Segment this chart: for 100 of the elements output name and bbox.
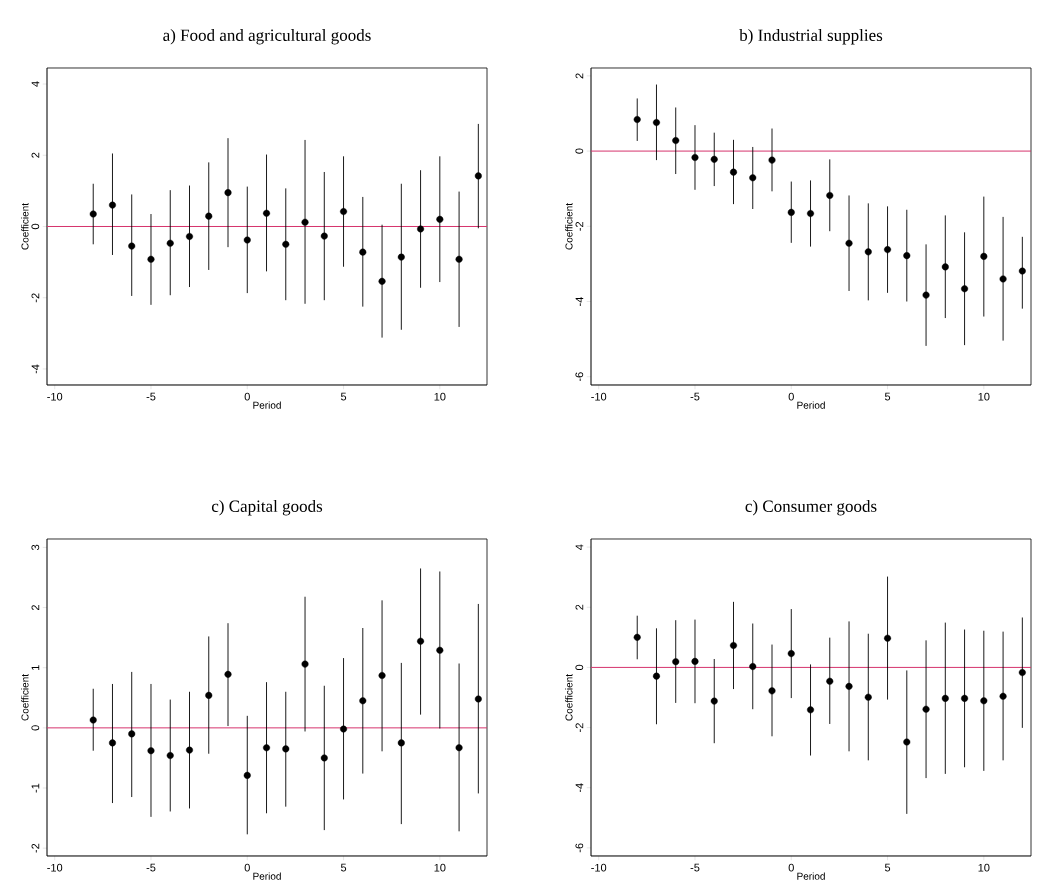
point xyxy=(884,634,892,642)
point xyxy=(263,209,271,217)
point xyxy=(633,116,641,123)
point xyxy=(922,291,930,299)
point xyxy=(108,739,116,747)
point xyxy=(768,687,776,695)
x-tick-label: 0 xyxy=(244,392,250,401)
chart-title: a) Food and agricultural goods xyxy=(163,29,371,45)
x-tick-label: -5 xyxy=(690,392,700,401)
point xyxy=(922,705,930,713)
x-axis-title: Period xyxy=(253,401,281,409)
chart-title: c) Consumer goods xyxy=(745,500,877,516)
point xyxy=(710,155,718,163)
y-tick-label: 0 xyxy=(31,223,40,230)
x-tick-label: -5 xyxy=(146,392,156,401)
x-tick-label: -10 xyxy=(47,392,63,401)
x-tick-label: 10 xyxy=(434,392,446,401)
point xyxy=(826,677,834,685)
point xyxy=(397,739,405,747)
point xyxy=(147,747,155,755)
x-tick-label: 10 xyxy=(978,863,990,872)
y-tick-label: 1 xyxy=(31,665,40,670)
x-tick-label: -10 xyxy=(591,392,607,401)
x-tick-label: -5 xyxy=(690,863,700,872)
x-tick-label: 5 xyxy=(884,863,891,872)
point xyxy=(378,672,386,680)
point xyxy=(474,695,482,703)
x-tick-label: 0 xyxy=(788,863,794,872)
point xyxy=(436,215,444,223)
x-tick-label: -10 xyxy=(47,863,63,872)
point xyxy=(108,201,116,209)
point xyxy=(320,754,328,762)
y-tick-label: -2 xyxy=(31,843,40,853)
y-tick-label: -4 xyxy=(575,296,584,306)
point xyxy=(999,275,1007,283)
x-tick-label: 10 xyxy=(434,863,446,872)
x-tick-label: 5 xyxy=(884,392,891,401)
point xyxy=(166,239,174,247)
x-tick-label: 5 xyxy=(340,392,347,401)
point xyxy=(672,137,680,145)
point xyxy=(1018,669,1026,677)
x-tick-label: -5 xyxy=(146,863,156,872)
point xyxy=(787,208,795,216)
point xyxy=(980,697,988,705)
point xyxy=(710,697,718,705)
x-axis-title: Period xyxy=(797,401,825,409)
point xyxy=(397,253,405,261)
point xyxy=(884,246,892,254)
point xyxy=(205,212,213,220)
point xyxy=(455,744,463,752)
y-tick-label: 2 xyxy=(31,605,40,611)
point xyxy=(652,119,660,127)
point xyxy=(186,746,193,754)
point xyxy=(417,225,425,233)
y-tick-label: 4 xyxy=(575,544,584,550)
point xyxy=(147,255,155,263)
y-axis-title: Coefficient xyxy=(565,203,573,250)
point xyxy=(787,650,795,658)
point xyxy=(826,191,834,199)
y-tick-label: -6 xyxy=(575,372,584,382)
point xyxy=(652,672,660,680)
y-tick-label: -1 xyxy=(31,783,40,793)
x-axis-title: Period xyxy=(797,872,825,880)
y-tick-label: -6 xyxy=(575,843,584,853)
point xyxy=(961,694,969,702)
point xyxy=(768,156,776,164)
point xyxy=(672,658,680,666)
x-tick-label: 0 xyxy=(244,863,250,872)
x-tick-label: 0 xyxy=(788,392,794,401)
y-tick-label: 4 xyxy=(31,81,40,87)
point xyxy=(166,752,174,760)
y-tick-label: -2 xyxy=(575,221,584,231)
chart-title: b) Industrial supplies xyxy=(739,29,883,45)
point xyxy=(864,693,872,701)
point xyxy=(691,153,699,161)
y-tick-label: 0 xyxy=(31,725,40,731)
point xyxy=(128,730,136,738)
point xyxy=(89,716,97,724)
x-axis-title: Period xyxy=(253,872,281,880)
y-tick-label: -4 xyxy=(575,783,584,793)
point xyxy=(807,706,815,714)
x-tick-label: -10 xyxy=(591,863,607,872)
point xyxy=(205,691,213,699)
point xyxy=(340,208,348,216)
point xyxy=(1018,267,1026,275)
point xyxy=(941,263,949,271)
y-axis-title: Coefficient xyxy=(21,203,29,250)
y-tick-label: 2 xyxy=(31,152,40,158)
y-axis-title: Coefficient xyxy=(21,674,29,721)
point xyxy=(224,670,232,678)
point xyxy=(455,255,463,263)
point xyxy=(474,172,482,180)
point xyxy=(436,646,444,654)
point xyxy=(633,633,641,641)
y-tick-label: 2 xyxy=(575,73,584,79)
point xyxy=(903,252,911,260)
point xyxy=(807,210,815,218)
y-tick-label: -4 xyxy=(31,364,40,374)
point xyxy=(730,168,737,176)
point xyxy=(89,210,97,218)
